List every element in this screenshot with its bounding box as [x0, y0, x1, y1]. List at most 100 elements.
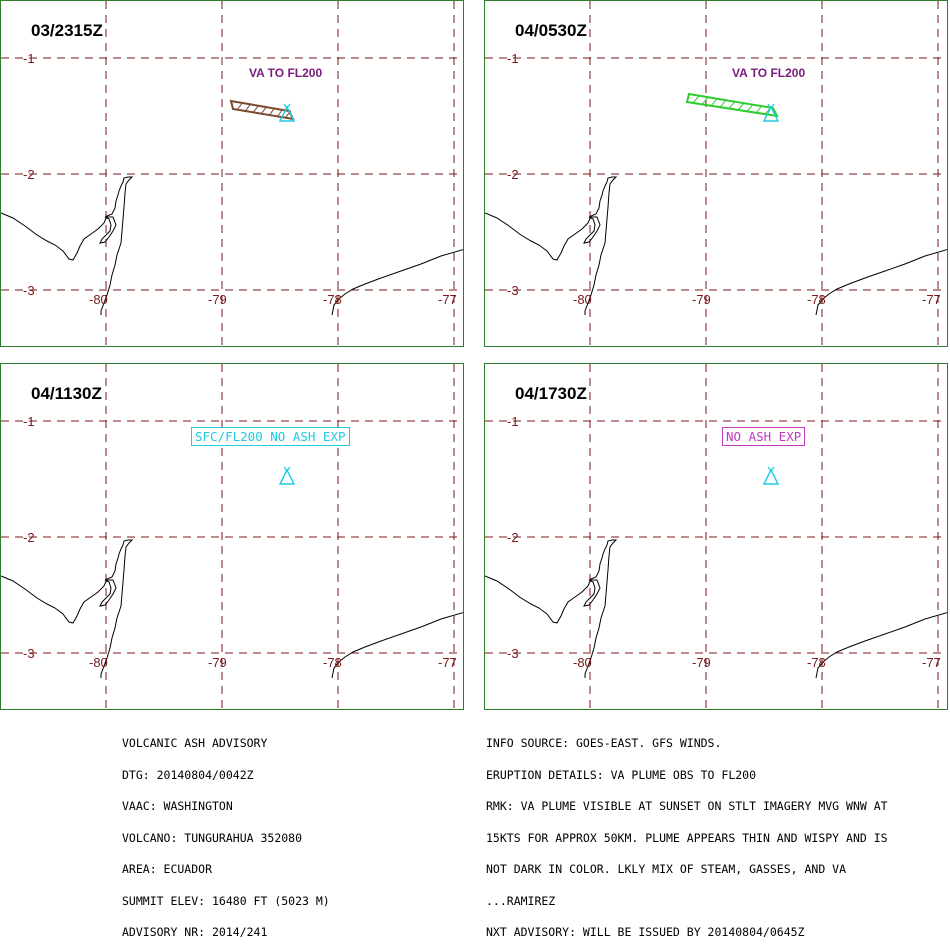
panel-time: 04/1130Z	[31, 384, 102, 403]
advisory-right: INFO SOURCE: GOES-EAST. GFS WINDS. ERUPT…	[486, 717, 888, 948]
lon-label: -78	[807, 292, 826, 307]
lon-label: -78	[807, 655, 826, 670]
lon-label: -79	[692, 292, 711, 307]
grid-lines	[1, 364, 463, 709]
map-panel-2: 04/0530Z -1 -2 -3 -80 -79 -78 -77 VA TO FL200	[484, 0, 948, 347]
volcano-triangle	[762, 468, 780, 485]
plume-hatch	[710, 98, 718, 107]
plume-hatch	[244, 103, 252, 112]
advisory-line: VOLCANO: TUNGURAHUA 352080	[122, 830, 303, 845]
plume-hatch	[260, 105, 268, 115]
lat-label: -3	[507, 283, 519, 298]
plume-hatch	[252, 104, 260, 114]
volcano-plume-mark	[283, 466, 291, 472]
ash-plume	[685, 92, 779, 118]
advisory-line: NOT DARK IN COLOR. LKLY MIX OF STEAM, GA…	[486, 862, 847, 876]
lon-label: -78	[323, 292, 342, 307]
lon-label: -77	[438, 655, 457, 670]
coastline-path	[99, 579, 117, 607]
advisory-line: DTG: 20140804/0042Z	[122, 767, 254, 782]
lon-label: -78	[323, 655, 342, 670]
coastline-path	[485, 176, 618, 315]
advisory-line: ADVISORY NR: 2014/241	[122, 925, 268, 939]
lat-label: -1	[507, 414, 519, 429]
lon-label: -77	[438, 292, 457, 307]
ash-label: VA TO FL200	[732, 66, 806, 80]
plume-hatch	[737, 102, 745, 111]
panel-time: 04/1730Z	[515, 384, 587, 403]
volcano-plume-mark	[767, 103, 775, 109]
lat-label: -2	[23, 530, 35, 545]
plume-hatch	[692, 95, 700, 104]
lat-label: -3	[507, 646, 519, 661]
coastline-path	[331, 249, 463, 316]
map-canvas	[1, 1, 463, 346]
map-panel-4: 04/1730Z -1 -2 -3 -80 -79 -78 -77 NO ASH EXP	[484, 363, 948, 710]
coastline-path	[1, 176, 134, 315]
advisory-line: SUMMIT ELEV: 16480 FT (5023 M)	[122, 893, 330, 908]
lon-label: -77	[922, 292, 941, 307]
lon-label: -80	[573, 655, 592, 670]
ash-plume	[229, 99, 295, 121]
lat-label: -3	[23, 283, 35, 298]
volcano-triangle	[278, 468, 296, 485]
advisory-left: VOLCANIC ASH ADVISORY DTG: 20140804/0042…	[122, 717, 330, 948]
panel-time: 04/0530Z	[515, 21, 587, 40]
volcano-plume-mark	[767, 466, 775, 472]
advisory-line: AREA: ECUADOR	[122, 862, 213, 876]
ash-label: NO ASH EXP	[722, 427, 806, 446]
ash-label: VA TO FL200	[249, 66, 323, 80]
map-canvas	[1, 364, 463, 709]
plume-hatch	[276, 108, 284, 118]
advisory-line: INFO SOURCE: GOES-EAST. GFS WINDS.	[486, 736, 722, 750]
lat-label: -2	[507, 530, 519, 545]
advisory-line: ERUPTION DETAILS: VA PLUME OBS TO FL200	[486, 767, 757, 782]
coastline-path	[815, 249, 947, 316]
lat-label: -1	[23, 414, 35, 429]
volcano-triangle-icon	[278, 466, 296, 485]
grid-lines	[485, 1, 947, 346]
volcano-plume-mark	[283, 103, 291, 109]
lon-label: -80	[89, 655, 108, 670]
map-canvas	[485, 1, 947, 346]
coastline	[1, 176, 463, 316]
lat-label: -2	[507, 167, 519, 182]
plume-outline	[685, 92, 779, 118]
plume-hatch	[728, 101, 736, 109]
coastline-path	[583, 579, 601, 607]
coastline-path	[1, 539, 134, 678]
plume-hatch	[236, 101, 244, 111]
lat-label: -1	[23, 51, 35, 66]
lon-label: -79	[692, 655, 711, 670]
volcano-triangle-icon	[762, 466, 780, 485]
volcano-triangle-icon	[278, 103, 296, 122]
ash-label: SFC/FL200 NO ASH EXP	[191, 427, 350, 446]
coastline-path	[815, 612, 947, 679]
plume-hatch	[268, 107, 276, 116]
plume-hatch	[746, 104, 754, 112]
map-canvas	[485, 364, 947, 709]
lat-label: -1	[507, 51, 519, 66]
lon-label: -80	[573, 292, 592, 307]
grid-lines	[485, 364, 947, 709]
advisory-line: NXT ADVISORY: WILL BE ISSUED BY 20140804…	[486, 925, 805, 939]
advisory-line: 15KTS FOR APPROX 50KM. PLUME APPEARS THI…	[486, 830, 888, 845]
coastline	[485, 539, 947, 679]
plume-outline	[229, 99, 295, 121]
lon-label: -79	[208, 655, 227, 670]
advisory-line: VOLCANIC ASH ADVISORY	[122, 736, 268, 750]
volcano-triangle	[278, 105, 296, 122]
volcano-triangle	[762, 105, 780, 122]
plume-hatch	[701, 97, 709, 105]
map-panel-3: 04/1130Z -1 -2 -3 -80 -79 -78 -77 SFC/FL200 N…	[0, 363, 464, 710]
coastline-path	[583, 216, 601, 244]
panel-time: 03/2315Z	[31, 21, 103, 40]
advisory-line: ...RAMIREZ	[486, 893, 556, 908]
advisory-line: VAAC: WASHINGTON	[122, 799, 233, 813]
lon-label: -80	[89, 292, 108, 307]
plume-hatch	[719, 99, 727, 108]
plume-hatch	[755, 105, 763, 114]
lon-label: -77	[922, 655, 941, 670]
coastline-path	[99, 216, 117, 244]
coastline	[1, 539, 463, 679]
